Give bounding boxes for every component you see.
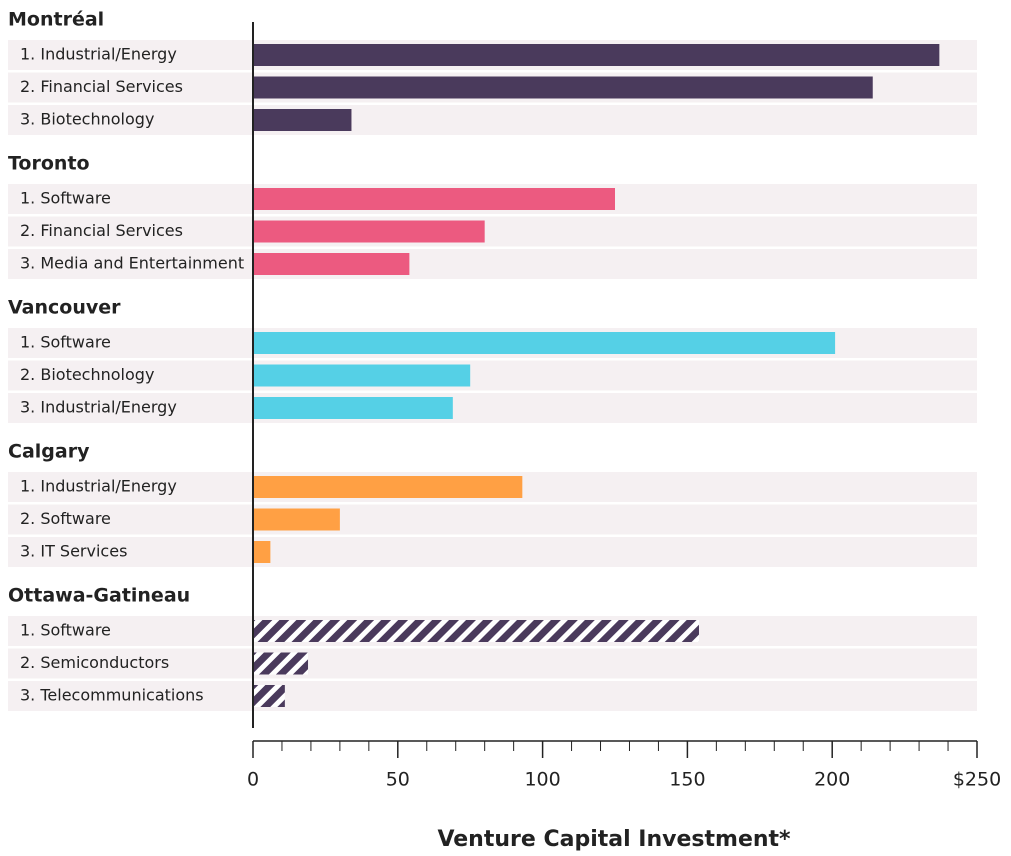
group-title: Toronto [8, 153, 90, 175]
bar [253, 44, 940, 66]
x-tick-label: 0 [247, 769, 259, 791]
category-label: 1. Industrial/Energy [20, 477, 177, 496]
row-background [8, 249, 977, 279]
category-label: 1. Software [20, 333, 111, 352]
row-background [8, 681, 977, 711]
bar [253, 652, 309, 675]
category-label: 3. IT Services [20, 542, 127, 561]
bar [253, 685, 285, 707]
bar [253, 76, 873, 99]
row-background [8, 105, 977, 135]
x-axis-title: Venture Capital Investment* [437, 827, 791, 852]
bar [253, 397, 453, 419]
x-tick-label: $250 [953, 769, 1001, 791]
row-background [8, 360, 977, 391]
category-label: 2. Biotechnology [20, 365, 154, 384]
bar [253, 620, 699, 642]
group-title: Vancouver [8, 297, 121, 319]
bar [253, 508, 340, 531]
x-tick-label: 100 [524, 769, 560, 791]
category-label: 1. Industrial/Energy [20, 45, 177, 64]
row-background [8, 504, 977, 535]
bar [253, 109, 352, 131]
bar [253, 220, 485, 243]
group-title: Montréal [8, 9, 104, 31]
bar [253, 332, 836, 354]
row-background [8, 216, 977, 247]
row-background [8, 393, 977, 423]
x-tick-label: 50 [386, 769, 410, 791]
bar [253, 188, 615, 210]
category-label: 1. Software [20, 189, 111, 208]
x-tick-label: 150 [669, 769, 705, 791]
row-background [8, 648, 977, 679]
category-label: 3. Media and Entertainment [20, 254, 244, 273]
x-tick-label: 200 [814, 769, 850, 791]
category-label: 3. Biotechnology [20, 110, 154, 129]
bar [253, 364, 471, 387]
category-label: 3. Industrial/Energy [20, 398, 177, 417]
category-label: 2. Software [20, 509, 111, 528]
category-label: 2. Financial Services [20, 77, 183, 96]
group-title: Ottawa-Gatineau [8, 585, 190, 607]
bar [253, 476, 523, 498]
bar [253, 253, 410, 275]
bar [253, 541, 271, 563]
group-title: Calgary [8, 441, 90, 463]
row-background [8, 537, 977, 567]
category-label: 2. Semiconductors [20, 653, 169, 672]
category-label: 3. Telecommunications [20, 686, 204, 705]
category-label: 2. Financial Services [20, 221, 183, 240]
category-label: 1. Software [20, 621, 111, 640]
